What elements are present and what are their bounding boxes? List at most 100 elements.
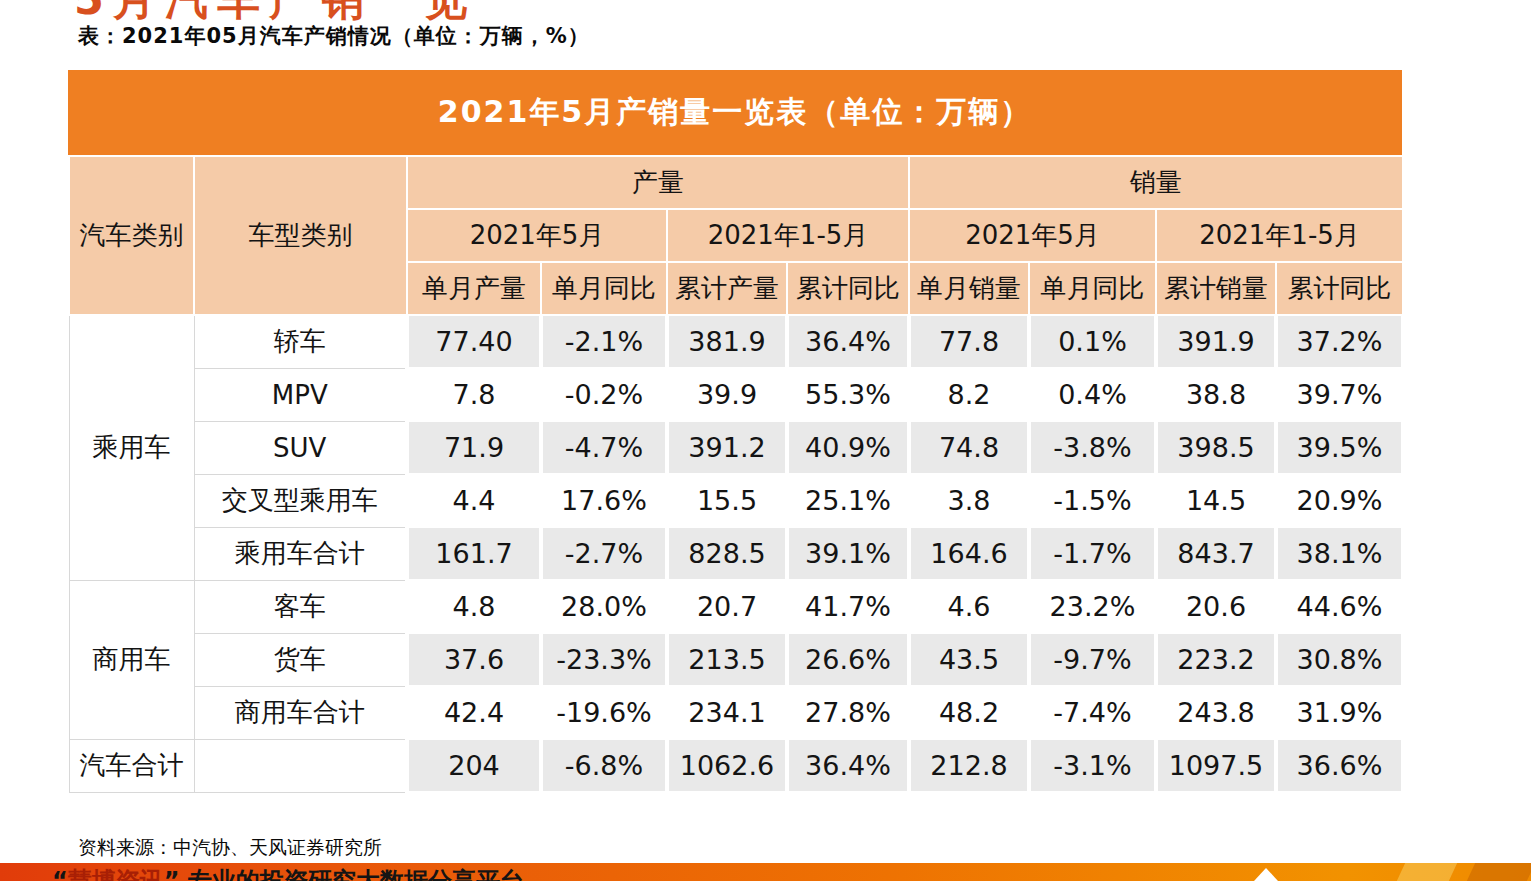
table-cell: 381.9 — [667, 315, 787, 368]
table-cell: -3.8% — [1029, 421, 1156, 474]
table-cell: 36.6% — [1276, 739, 1403, 792]
table-cell: -2.1% — [541, 315, 667, 368]
table-cell: 38.1% — [1276, 527, 1403, 580]
table-cell: 1062.6 — [667, 739, 787, 792]
table-cell: 4.4 — [407, 474, 541, 527]
table-row: 货车37.6-23.3%213.526.6%43.5-9.7%223.230.8… — [69, 633, 1403, 686]
table-cell: 8.2 — [909, 368, 1029, 421]
model-category-cell: 乘用车合计 — [194, 527, 407, 580]
vehicle-category-cell: 汽车合计 — [69, 739, 194, 792]
table-caption: 表：2021年05月汽车产销情况（单位：万辆，%） — [78, 22, 590, 50]
table-cell: 55.3% — [787, 368, 909, 421]
table-row: MPV7.8-0.2%39.955.3%8.20.4%38.839.7% — [69, 368, 1403, 421]
header-period: 2021年1-5月 — [667, 209, 909, 262]
header-measure: 累计销量 — [1156, 262, 1276, 315]
table-cell: 212.8 — [909, 739, 1029, 792]
table-cell: 74.8 — [909, 421, 1029, 474]
table-cell: 4.8 — [407, 580, 541, 633]
table-cell: 38.8 — [1156, 368, 1276, 421]
table-cell: 3.8 — [909, 474, 1029, 527]
table-cell: 20.9% — [1276, 474, 1403, 527]
table-cell: 20.7 — [667, 580, 787, 633]
vehicle-category-cell: 乘用车 — [69, 315, 194, 580]
table-cell: 41.7% — [787, 580, 909, 633]
table-cell: 1097.5 — [1156, 739, 1276, 792]
footer-bar-decoration-dark — [1467, 863, 1531, 881]
model-category-cell: 客车 — [194, 580, 407, 633]
header-model-category: 车型类别 — [194, 156, 407, 315]
table-title-banner: 2021年5月产销量一览表（单位：万辆） — [68, 70, 1402, 155]
footer-slogan-text: 专业的投资研究大数据分享平台 — [180, 867, 524, 881]
footer-brand-bar: “慧博资讯” 专业的投资研究大数据分享平台 — [0, 863, 1531, 881]
source-note: 资料来源：中汽协、天风证券研究所 — [78, 835, 382, 861]
table-cell: 391.2 — [667, 421, 787, 474]
table-cell: 161.7 — [407, 527, 541, 580]
header-measure: 单月同比 — [541, 262, 667, 315]
table-cell: -6.8% — [541, 739, 667, 792]
table-cell: 0.1% — [1029, 315, 1156, 368]
vehicle-category-cell: 商用车 — [69, 580, 194, 739]
table-cell: 243.8 — [1156, 686, 1276, 739]
footer-brand-name: 慧博资讯 — [68, 867, 164, 881]
table-cell: -1.7% — [1029, 527, 1156, 580]
footer-bar-decoration-light — [1397, 863, 1457, 881]
table-cell: -7.4% — [1029, 686, 1156, 739]
table-cell: 39.9 — [667, 368, 787, 421]
table-cell: 25.1% — [787, 474, 909, 527]
header-period: 2021年5月 — [909, 209, 1156, 262]
header-measure: 单月产量 — [407, 262, 541, 315]
header-period: 2021年1-5月 — [1156, 209, 1403, 262]
table-cell: 20.6 — [1156, 580, 1276, 633]
table-cell: 37.6 — [407, 633, 541, 686]
footer-close-quote: ” — [164, 867, 180, 881]
table-cell: 39.1% — [787, 527, 909, 580]
table-cell: -0.2% — [541, 368, 667, 421]
model-category-cell: 货车 — [194, 633, 407, 686]
table-cell: -3.1% — [1029, 739, 1156, 792]
table-cell: 204 — [407, 739, 541, 792]
table-cell: 27.8% — [787, 686, 909, 739]
model-category-cell: SUV — [194, 421, 407, 474]
table-cell: 37.2% — [1276, 315, 1403, 368]
header-measure: 累计同比 — [1276, 262, 1403, 315]
model-category-cell: 轿车 — [194, 315, 407, 368]
header-production-group: 产量 — [407, 156, 909, 209]
table-cell: 31.9% — [1276, 686, 1403, 739]
report-page: 5月汽车产销一览 表：2021年05月汽车产销情况（单位：万辆，%） 2021年… — [0, 0, 1531, 881]
footer-triangle-icon — [1254, 868, 1278, 881]
table-row: 商用车合计42.4-19.6%234.127.8%48.2-7.4%243.83… — [69, 686, 1403, 739]
table-cell: 40.9% — [787, 421, 909, 474]
table-cell: 71.9 — [407, 421, 541, 474]
model-category-cell: 交叉型乘用车 — [194, 474, 407, 527]
table-cell: 223.2 — [1156, 633, 1276, 686]
table-cell: 26.6% — [787, 633, 909, 686]
table-body: 乘用车轿车77.40-2.1%381.936.4%77.80.1%391.937… — [69, 315, 1403, 792]
table-cell: 39.5% — [1276, 421, 1403, 474]
header-measure: 累计同比 — [787, 262, 909, 315]
production-sales-table: 汽车类别 车型类别 产量 销量 2021年5月 2021年1-5月 2021年5… — [68, 155, 1405, 793]
table-cell: 7.8 — [407, 368, 541, 421]
table-cell: 77.8 — [909, 315, 1029, 368]
header-vehicle-category: 汽车类别 — [69, 156, 194, 315]
table-cell: -4.7% — [541, 421, 667, 474]
table-cell: 77.40 — [407, 315, 541, 368]
table-row: 汽车合计204-6.8%1062.636.4%212.8-3.1%1097.53… — [69, 739, 1403, 792]
table-cell: 0.4% — [1029, 368, 1156, 421]
table-cell: 14.5 — [1156, 474, 1276, 527]
table-cell: 398.5 — [1156, 421, 1276, 474]
model-category-cell: MPV — [194, 368, 407, 421]
table-cell: 28.0% — [541, 580, 667, 633]
header-measure: 单月同比 — [1029, 262, 1156, 315]
table-cell: 828.5 — [667, 527, 787, 580]
model-category-cell — [194, 739, 407, 792]
header-measure: 累计产量 — [667, 262, 787, 315]
table-cell: -23.3% — [541, 633, 667, 686]
table-cell: 42.4 — [407, 686, 541, 739]
model-category-cell: 商用车合计 — [194, 686, 407, 739]
header-measure: 单月销量 — [909, 262, 1029, 315]
table-row: SUV71.9-4.7%391.240.9%74.8-3.8%398.539.5… — [69, 421, 1403, 474]
table-cell: 17.6% — [541, 474, 667, 527]
table-cell: 30.8% — [1276, 633, 1403, 686]
table-cell: 4.6 — [909, 580, 1029, 633]
header-sales-group: 销量 — [909, 156, 1403, 209]
